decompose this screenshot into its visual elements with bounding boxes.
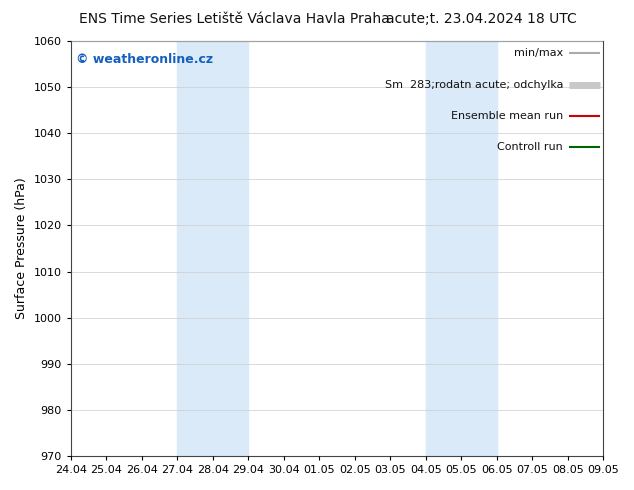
Text: ENS Time Series Letiště Václava Havla Praha: ENS Time Series Letiště Václava Havla Pr… bbox=[79, 12, 390, 26]
Text: © weatheronline.cz: © weatheronline.cz bbox=[76, 53, 213, 67]
Y-axis label: Surface Pressure (hPa): Surface Pressure (hPa) bbox=[15, 178, 28, 319]
Bar bbox=[177, 41, 248, 456]
Text: acute;t. 23.04.2024 18 UTC: acute;t. 23.04.2024 18 UTC bbox=[387, 12, 577, 26]
Bar bbox=[425, 41, 496, 456]
Text: Sm  283;rodatn acute; odchylka: Sm 283;rodatn acute; odchylka bbox=[385, 79, 563, 90]
Text: Controll run: Controll run bbox=[498, 142, 563, 152]
Text: Ensemble mean run: Ensemble mean run bbox=[451, 111, 563, 121]
Text: min/max: min/max bbox=[514, 49, 563, 58]
